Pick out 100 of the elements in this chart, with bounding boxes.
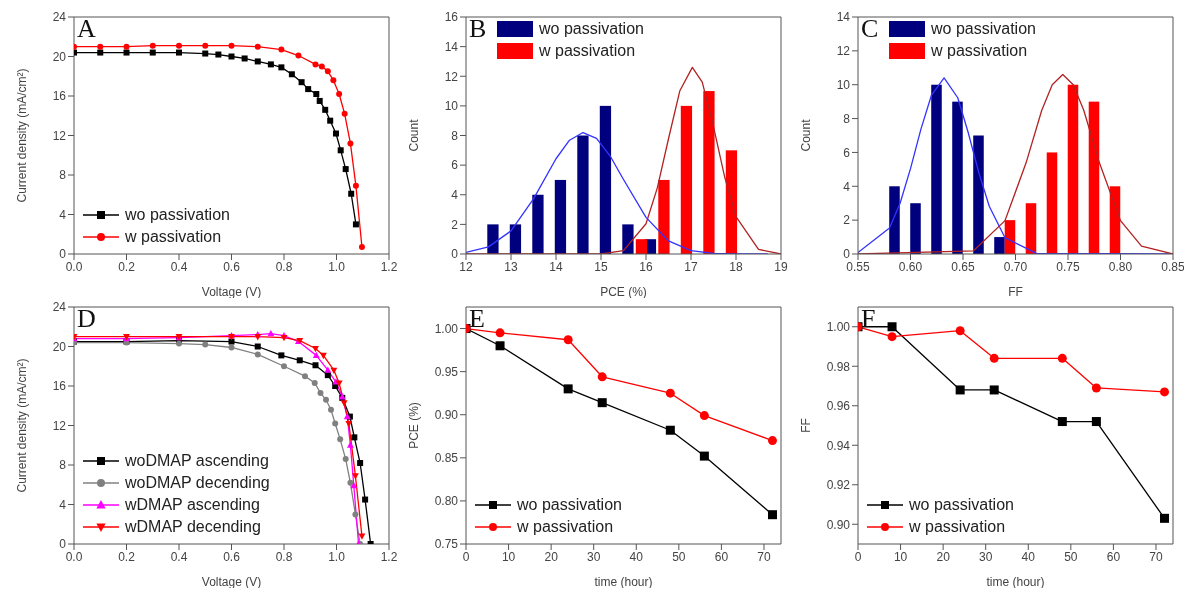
x-axis-title: Voltage (V): [201, 575, 262, 589]
y-tick-label: 16: [52, 379, 67, 394]
x-tick-label: 0.80: [1108, 259, 1133, 274]
x-tick-label: 50: [672, 549, 686, 564]
y-tick-label: 0.90: [434, 407, 459, 422]
legend-label: w passivation: [517, 517, 614, 537]
legend-label: w passivation: [539, 41, 636, 61]
y-tick-label: 1.00: [826, 320, 851, 335]
x-tick-label: 19: [774, 259, 788, 274]
x-tick-label: 60: [714, 549, 729, 564]
legend-label: wo passivation: [125, 205, 230, 225]
y-tick-label: 8: [843, 111, 851, 126]
legend-label: wDMAP ascending: [125, 495, 260, 515]
x-tick-label: 0.6: [223, 549, 241, 564]
x-axis-title: time (hour): [986, 575, 1045, 589]
x-tick-label: 60: [1106, 549, 1121, 564]
x-axis-title: PCE (%): [600, 285, 647, 299]
x-tick-label: 70: [757, 549, 771, 564]
x-tick-label: 17: [684, 259, 698, 274]
y-axis-title: Current density (mA/cm²): [15, 358, 30, 493]
y-tick-label: 0.80: [434, 494, 459, 509]
x-tick-label: 0.8: [275, 549, 293, 564]
chart-title: A: [77, 14, 96, 44]
y-tick-label: 20: [52, 339, 67, 354]
legend-label: woDMAP decending: [125, 473, 270, 493]
y-tick-label: 0.75: [434, 537, 459, 552]
x-tick-label: 0.75: [1056, 259, 1080, 274]
y-tick-label: 0.95: [434, 364, 459, 379]
y-tick-label: 0.85: [434, 451, 459, 466]
x-tick-label: 0.60: [898, 259, 923, 274]
y-axis-title: FF: [799, 418, 814, 433]
x-tick-label: 40: [629, 549, 644, 564]
chart-title: E: [469, 304, 485, 334]
legend-label: wo passivation: [931, 19, 1036, 39]
x-axis-title: FF: [1008, 285, 1023, 299]
x-tick-label: 0: [462, 549, 470, 564]
x-tick-label: 30: [587, 549, 601, 564]
x-tick-label: 1.0: [328, 259, 346, 274]
x-tick-label: 40: [1021, 549, 1036, 564]
x-tick-label: 10: [893, 549, 908, 564]
y-tick-label: 12: [444, 69, 459, 84]
y-tick-label: 0: [451, 247, 459, 262]
y-tick-label: 12: [52, 128, 67, 143]
x-tick-label: 13: [504, 259, 518, 274]
y-tick-label: 12: [52, 418, 67, 433]
x-tick-label: 15: [594, 259, 608, 274]
legend-label: wo passivation: [517, 495, 622, 515]
y-tick-label: 24: [52, 300, 67, 315]
x-tick-label: 0.4: [170, 259, 188, 274]
x-axis-title: Voltage (V): [201, 285, 262, 299]
y-tick-label: 14: [444, 39, 459, 54]
y-tick-label: 2: [843, 213, 851, 228]
x-tick-label: 0: [854, 549, 862, 564]
x-tick-label: 50: [1064, 549, 1078, 564]
y-tick-label: 24: [52, 10, 67, 25]
legend-label: w passivation: [909, 517, 1006, 537]
x-tick-label: 0.65: [951, 259, 975, 274]
y-tick-label: 4: [843, 179, 851, 194]
y-tick-label: 8: [59, 168, 67, 183]
x-tick-label: 1.2: [380, 549, 398, 564]
x-tick-label: 0.85: [1161, 259, 1185, 274]
y-tick-label: 0: [843, 247, 851, 262]
x-tick-label: 70: [1149, 549, 1163, 564]
chart-title: D: [77, 304, 96, 334]
y-tick-label: 8: [59, 458, 67, 473]
x-tick-label: 0.2: [118, 549, 136, 564]
legend-label: wDMAP decending: [125, 517, 261, 537]
y-tick-label: 4: [59, 497, 67, 512]
x-tick-label: 20: [936, 549, 951, 564]
legend-label: wo passivation: [909, 495, 1014, 515]
x-tick-label: 1.2: [380, 259, 398, 274]
chart-title: B: [469, 14, 487, 44]
y-tick-label: 0.90: [826, 517, 851, 532]
y-tick-label: 2: [451, 217, 459, 232]
y-axis-title: Count: [407, 118, 422, 152]
x-tick-label: 0.0: [65, 549, 83, 564]
y-tick-label: 20: [52, 49, 67, 64]
chart-title: F: [861, 304, 876, 334]
x-tick-label: 0.55: [846, 259, 870, 274]
chart-title: C: [861, 14, 879, 44]
y-tick-label: 14: [836, 10, 851, 25]
y-axis-title: Count: [799, 118, 814, 152]
y-tick-label: 16: [52, 89, 67, 104]
x-tick-label: 1.0: [328, 549, 346, 564]
x-tick-label: 16: [639, 259, 653, 274]
x-tick-label: 0.2: [118, 259, 136, 274]
legend-label: w passivation: [125, 227, 222, 247]
y-axis-title: Current density (mA/cm²): [15, 68, 30, 203]
x-tick-label: 20: [544, 549, 559, 564]
y-tick-label: 6: [451, 158, 459, 173]
y-tick-label: 8: [451, 128, 459, 143]
y-tick-label: 1.00: [434, 321, 459, 336]
x-tick-label: 10: [501, 549, 516, 564]
legend-label: wo passivation: [539, 19, 644, 39]
y-tick-label: 0.94: [826, 438, 851, 453]
legend-label: woDMAP ascending: [125, 451, 269, 471]
x-axis-title: time (hour): [594, 575, 653, 589]
y-tick-label: 0.96: [826, 399, 851, 414]
y-axis-title: PCE (%): [407, 402, 422, 449]
x-tick-label: 18: [729, 259, 743, 274]
